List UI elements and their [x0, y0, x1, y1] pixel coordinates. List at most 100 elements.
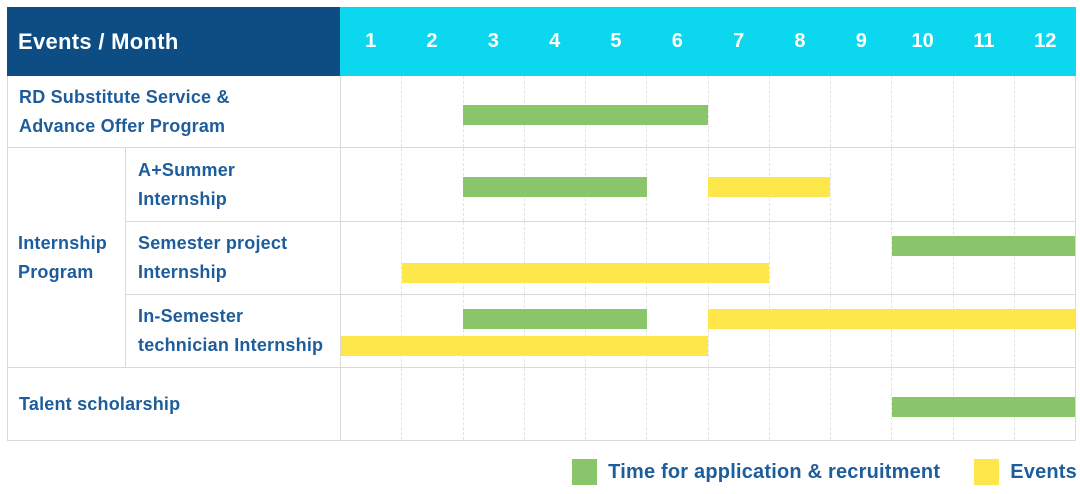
legend-item-recruitment: Time for application & recruitment: [572, 459, 940, 485]
month-gridline-cell: [891, 295, 952, 367]
month-header-cell: 3: [487, 30, 499, 52]
legend-label: Time for application & recruitment: [608, 460, 941, 483]
month-gridline-cell: [768, 76, 830, 147]
row-label: Semester project: [138, 233, 288, 253]
gantt-bar-events: [341, 336, 708, 356]
group-label-cell: Internship Program: [8, 148, 126, 367]
month-gridline-cell: [952, 222, 1014, 294]
gantt-bar-recruitment: [463, 309, 647, 329]
row-chart-area: [341, 222, 1075, 294]
month-gridline-cell: [341, 295, 401, 367]
month-header-cell: 10: [911, 30, 934, 52]
month-gridline-cell: [401, 295, 462, 367]
row-label: RD Substitute Service &: [19, 86, 230, 107]
row-label: Internship: [138, 188, 228, 209]
row-label: Internship: [138, 262, 228, 282]
legend-swatch-events: [974, 459, 1000, 485]
month-grid: [341, 222, 1075, 294]
row-chart-area: [341, 148, 1075, 221]
gantt-bar-recruitment: [463, 105, 708, 125]
month-gridline-cell: [646, 222, 707, 294]
group-label: Program: [18, 261, 94, 282]
legend-label: Events: [1010, 460, 1077, 483]
month-gridline-cell: [523, 295, 585, 367]
gantt-row: Semester project Internship: [126, 221, 1075, 294]
month-gridline-cell: [830, 368, 891, 440]
month-header-cell: 8: [794, 30, 806, 52]
table-header-row: Events / Month 1 2 3 4 5 6 7 8 9 10 11 12: [7, 7, 1076, 76]
month-gridline-cell: [1013, 222, 1075, 294]
month-gridline-cell: [891, 148, 952, 221]
month-header-cell: 6: [671, 30, 683, 52]
month-gridline-cell: [462, 222, 524, 294]
row-label: In-Semester: [138, 306, 244, 326]
month-gridline-cell: [1013, 148, 1075, 221]
month-header-cell: 12: [1034, 30, 1057, 52]
month-gridline-cell: [768, 222, 830, 294]
month-gridline-cell: [462, 295, 524, 367]
row-label-cell: RD Substitute Service & Advance Offer Pro…: [8, 76, 341, 147]
month-gridline-cell: [707, 76, 769, 147]
gantt-bar-recruitment: [463, 177, 647, 197]
row-label-cell: A+Summer Internship: [126, 148, 341, 221]
month-gridline-cell: [523, 222, 585, 294]
gantt-bar-recruitment: [891, 397, 1075, 417]
gantt-bar-events: [708, 177, 831, 197]
month-grid: [341, 76, 1075, 147]
month-gridline-cell: [341, 222, 401, 294]
gantt-bar-events: [708, 309, 1075, 329]
month-gridline-cell: [341, 368, 401, 440]
month-gridline-cell: [462, 148, 524, 221]
row-label: Talent scholarship: [19, 393, 181, 414]
month-header-cell: 11: [973, 30, 995, 52]
row-label: Advance Offer Program: [19, 115, 226, 136]
gantt-table: Events / Month 1 2 3 4 5 6 7 8 9 10 11 12 RD Substi…: [7, 7, 1076, 441]
month-gridline-cell: [646, 295, 707, 367]
month-gridline-cell: [707, 295, 769, 367]
month-header-cell: 5: [610, 30, 622, 52]
month-gridline-cell: [952, 76, 1014, 147]
month-gridline-cell: [830, 295, 891, 367]
month-header-cell: 4: [549, 30, 561, 52]
gantt-row: Talent scholarship: [8, 367, 1075, 440]
month-header-cell: 2: [426, 30, 438, 52]
row-chart-area: [341, 368, 1075, 440]
row-chart-area: [341, 76, 1075, 147]
month-gridline-cell: [952, 148, 1014, 221]
month-header-cell: 7: [733, 30, 745, 52]
month-gridline-cell: [707, 368, 769, 440]
month-gridline-cell: [585, 222, 646, 294]
month-gridline-cell: [401, 148, 462, 221]
row-group: Internship Program A+Summer Internship Semes…: [8, 147, 1075, 367]
row-label-cell: In-Semester technician Internship: [126, 295, 341, 367]
month-gridline-cell: [891, 222, 952, 294]
month-gridline-cell: [1013, 76, 1075, 147]
month-gridline-cell: [401, 368, 462, 440]
month-gridline-cell: [891, 76, 952, 147]
month-gridline-cell: [830, 76, 891, 147]
group-label: Internship: [18, 232, 108, 253]
month-header-row: 1 2 3 4 5 6 7 8 9 10 11 12: [340, 7, 1076, 76]
month-gridline-cell: [462, 368, 524, 440]
row-label: A+Summer: [138, 159, 236, 180]
legend: Time for application & recruitment Events: [572, 457, 1077, 487]
row-label: technician Internship: [138, 335, 324, 355]
month-gridline-cell: [341, 76, 401, 147]
month-gridline-cell: [830, 222, 891, 294]
legend-item-events: Events: [974, 459, 1077, 485]
month-gridline-cell: [523, 368, 585, 440]
month-header-cell: 1: [365, 30, 377, 52]
gantt-body: RD Substitute Service & Advance Offer Pro…: [7, 76, 1076, 441]
gantt-bar-events: [402, 263, 770, 283]
month-grid: [341, 295, 1075, 367]
month-gridline-cell: [952, 295, 1014, 367]
month-header-cell: 9: [855, 30, 867, 52]
row-chart-area: [341, 295, 1075, 367]
row-label-cell: Talent scholarship: [8, 368, 341, 440]
month-gridline-cell: [585, 368, 646, 440]
month-gridline-cell: [646, 148, 707, 221]
month-gridline-cell: [401, 222, 462, 294]
gantt-row: In-Semester technician Internship: [126, 294, 1075, 367]
group-rows: A+Summer Internship Semester project Intern…: [126, 148, 1075, 367]
